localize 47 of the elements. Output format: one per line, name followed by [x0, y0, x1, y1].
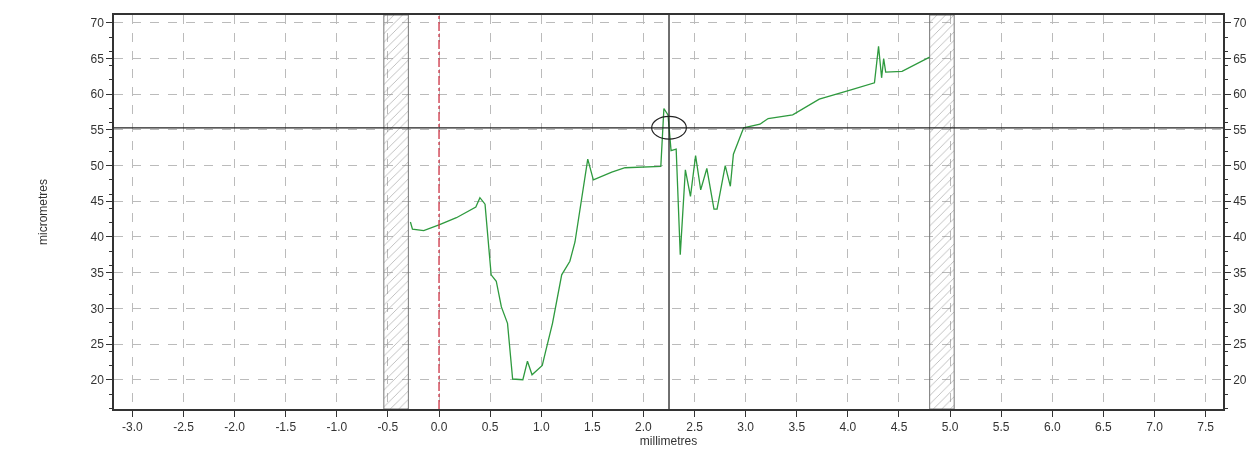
x-tick-label: -2.5 — [173, 420, 195, 435]
x-tick-label: 0.0 — [430, 420, 448, 435]
y-tick-label: 70 — [90, 16, 105, 31]
x-tick-label: 5.5 — [992, 420, 1010, 435]
y-tick-label: 40 — [90, 230, 105, 245]
y2-tick-label: 55 — [1233, 123, 1247, 138]
x-tick-label: 4.0 — [839, 420, 857, 435]
y2-tick-label: 40 — [1233, 230, 1247, 245]
y2-tick-label: 45 — [1233, 194, 1247, 209]
y2-tick-label: 25 — [1233, 337, 1247, 352]
x-tick-label: 3.5 — [788, 420, 806, 435]
line-series — [409, 45, 931, 381]
x-tick-label: 6.5 — [1095, 420, 1113, 435]
y2-tick-label: 60 — [1233, 87, 1247, 102]
y-tick-label: 20 — [90, 372, 105, 387]
y-tick-label: 35 — [90, 265, 105, 280]
x-tick-label: 2.5 — [686, 420, 704, 435]
x-tick-label: 3.0 — [737, 420, 755, 435]
x-tick-label: -1.5 — [275, 420, 297, 435]
y2-tick-label: 70 — [1233, 16, 1247, 31]
y-tick-label: 25 — [90, 337, 105, 352]
y2-tick-label: 50 — [1233, 158, 1247, 173]
y-tick-label: 50 — [90, 158, 105, 173]
x-tick-label: 6.0 — [1043, 420, 1061, 435]
y-axis-title: micrometres — [36, 178, 51, 246]
y2-tick-label: 20 — [1233, 372, 1247, 387]
x-axis-title: millimetres — [639, 434, 698, 449]
x-tick-label: 7.0 — [1146, 420, 1164, 435]
x-tick-label: 5.0 — [941, 420, 959, 435]
y-tick-label: 65 — [90, 51, 105, 66]
x-tick-label: 1.0 — [532, 420, 550, 435]
y-tick-label: 45 — [90, 194, 105, 209]
y2-tick-label: 35 — [1233, 265, 1247, 280]
y-tick-label: 55 — [90, 123, 105, 138]
x-tick-label: 4.5 — [890, 420, 908, 435]
y-tick-label: 30 — [90, 301, 105, 316]
x-tick-label: 2.0 — [635, 420, 653, 435]
x-tick-label: -2.0 — [224, 420, 246, 435]
y-tick-label: 60 — [90, 87, 105, 102]
x-tick-label: -0.5 — [377, 420, 399, 435]
x-tick-label: -1.0 — [326, 420, 348, 435]
x-tick-label: -3.0 — [122, 420, 144, 435]
x-tick-label: 7.5 — [1197, 420, 1215, 435]
y2-tick-label: 30 — [1233, 301, 1247, 316]
x-tick-label: 1.5 — [584, 420, 602, 435]
x-tick-label: 0.5 — [481, 420, 499, 435]
y2-tick-label: 65 — [1233, 51, 1247, 66]
